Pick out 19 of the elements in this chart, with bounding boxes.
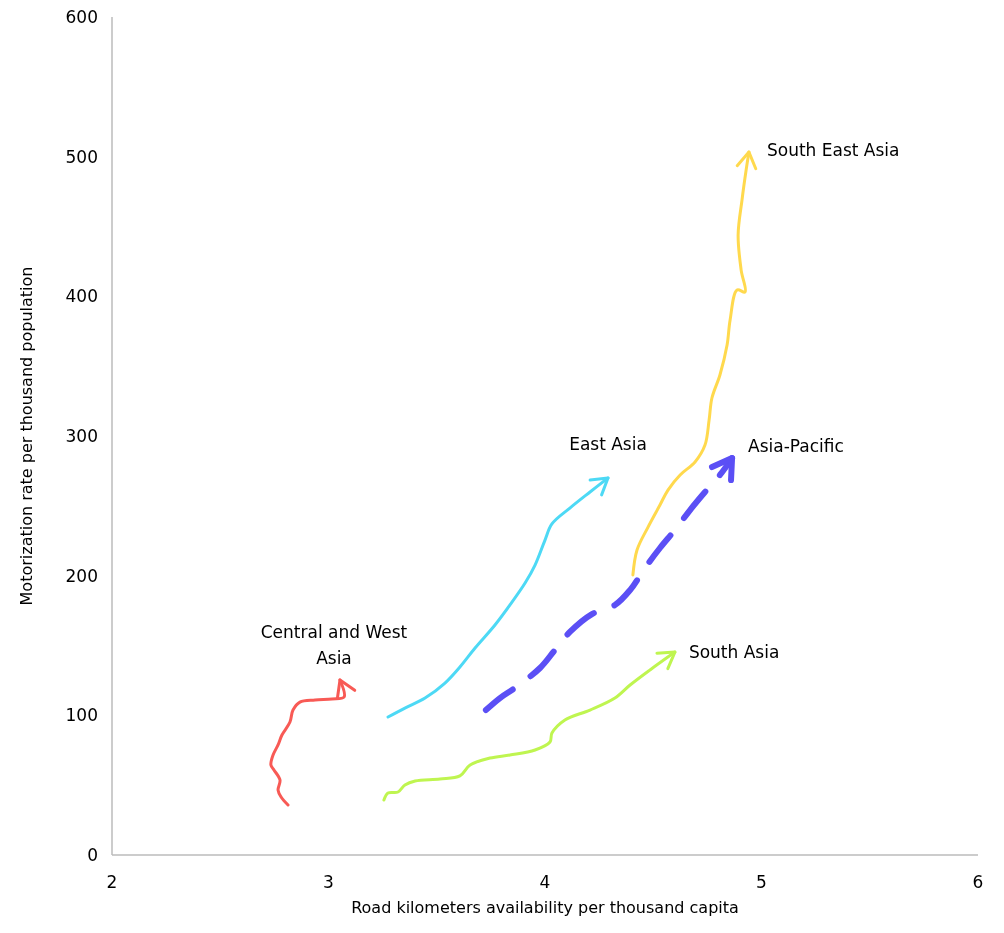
y-tick-label: 300 <box>65 426 98 446</box>
y-tick-label: 100 <box>65 705 98 726</box>
y-tick-label: 0 <box>87 845 98 865</box>
x-tick-label: 4 <box>539 872 551 892</box>
x-tick-label: 5 <box>756 872 767 892</box>
series-label: South East Asia <box>766 140 900 161</box>
y-tick-label: 400 <box>65 286 98 307</box>
series-label: Asia-Pacific <box>748 436 844 457</box>
y-tick-label: 600 <box>65 7 98 27</box>
y-tick-label: 200 <box>65 565 98 586</box>
x-tick-label: 3 <box>323 872 334 892</box>
series-label: East Asia <box>569 434 647 455</box>
x-tick-label: 6 <box>972 872 984 892</box>
x-tick-label: 2 <box>106 872 118 892</box>
x-axis-title: Road kilometers availability per thousand capita <box>351 898 739 917</box>
series-label: South Asia <box>688 642 780 663</box>
y-axis-title: Motorization rate per thousand population <box>17 266 36 606</box>
text: Central and West Asia <box>260 622 408 668</box>
y-tick-label: 500 <box>65 146 98 167</box>
